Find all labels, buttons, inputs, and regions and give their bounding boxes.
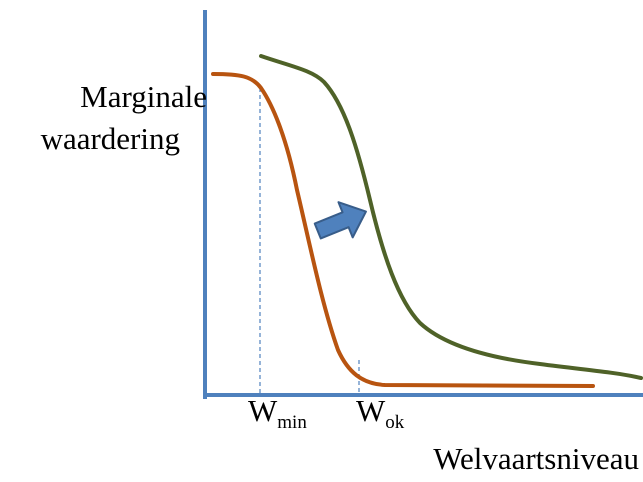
x-axis-label: Welvaartsniveau (433, 441, 639, 476)
marginal-valuation-curve-shifted (259, 54, 643, 380)
y-axis-label-line1: Marginale (80, 79, 207, 114)
w-ok-label: Wok (356, 393, 405, 433)
w-min-label: Wmin (248, 393, 307, 433)
y-axis-label-line2: waardering (41, 121, 180, 156)
marginal-valuation-curve-initial (211, 72, 595, 388)
right-arrow-icon (313, 201, 367, 240)
